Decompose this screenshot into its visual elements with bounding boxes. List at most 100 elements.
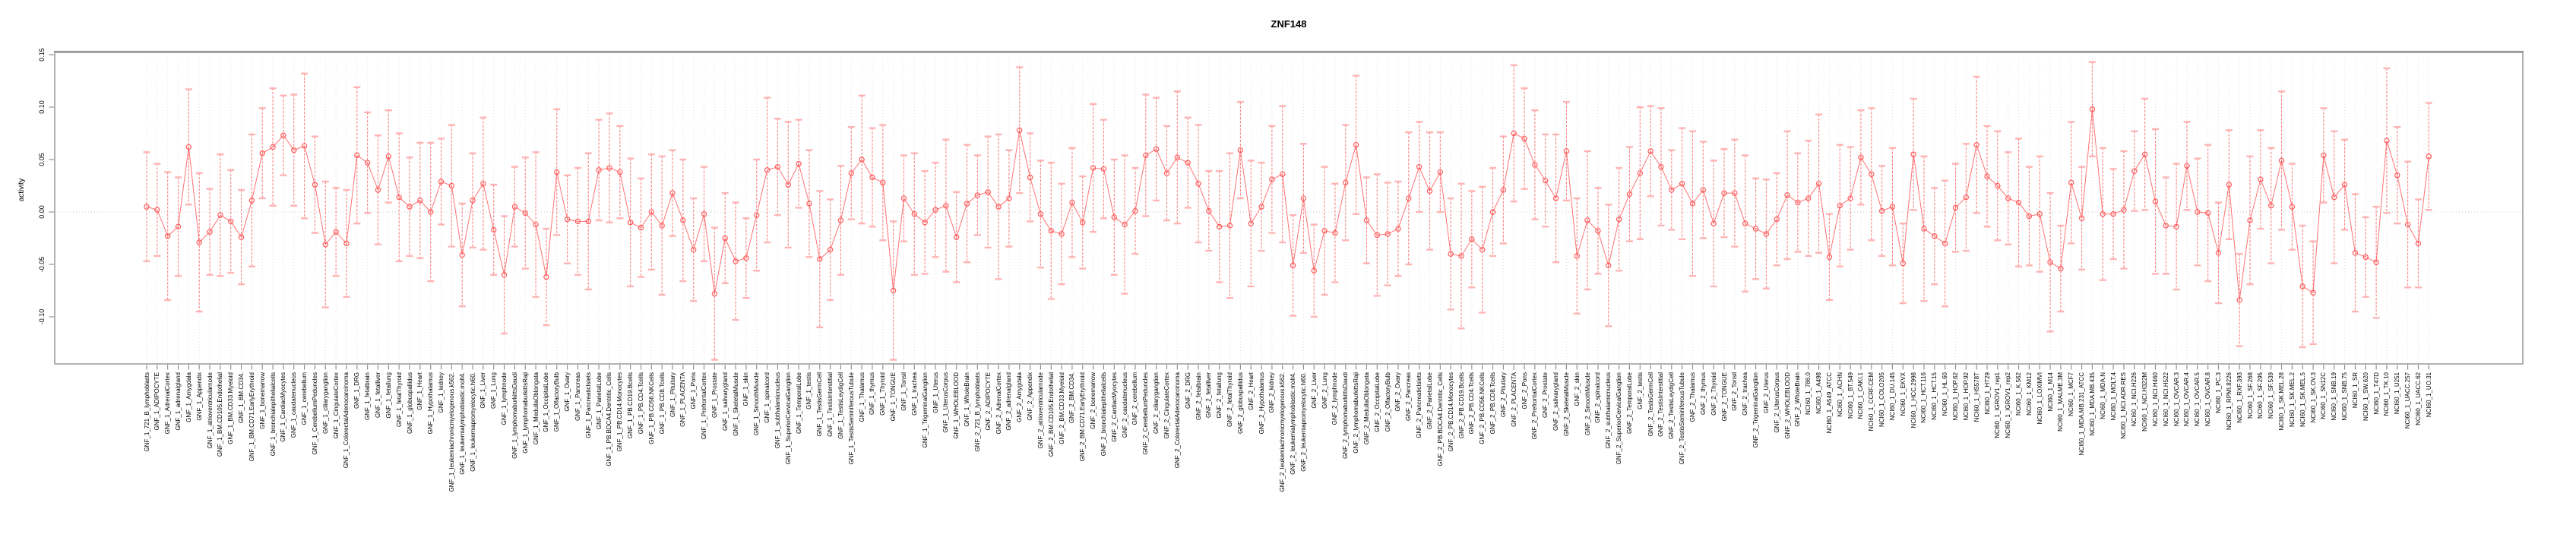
x-tick-label: GNF_2_PB.CD56.NKCells: [1479, 372, 1486, 444]
x-tick-label: GNF_2_caudatenucleus: [1121, 372, 1128, 438]
data-point: [627, 220, 634, 226]
data-point: [2215, 250, 2222, 256]
x-tick-label: GNF_2_PB.CD14.Monocytes: [1447, 372, 1454, 452]
data-point: [974, 192, 981, 198]
data-point: [1669, 187, 1675, 193]
x-tick-label: GNF_1_fetallung: [385, 372, 392, 419]
x-tick-label: NCI60_1_RPMI.8226: [2225, 372, 2233, 431]
x-tick-label: GNF_2_TestisSeminiferousTubule: [1679, 372, 1686, 465]
data-point: [2299, 283, 2305, 289]
x-tick-label: GNF_2_spinalcord: [1594, 372, 1602, 423]
data-point: [238, 234, 245, 240]
x-tick-label: GNF_1_PB.CD4.Tcells: [637, 372, 644, 435]
data-point: [407, 204, 413, 210]
data-point: [638, 225, 644, 231]
data-point: [1280, 171, 1286, 178]
x-tick-label: NCI60_1_U251: [2394, 372, 2401, 415]
x-tick-label: GNF_1_UterusCorpus: [942, 372, 950, 433]
x-tick-label: GNF_1_Thyroid: [879, 372, 887, 416]
data-point: [837, 217, 844, 223]
data-point: [1995, 182, 2001, 189]
data-point: [796, 160, 802, 167]
x-tick-label: GNF_1_SuperiorCervicalGanglion: [784, 372, 792, 465]
data-point: [438, 179, 445, 185]
data-point: [1563, 148, 1570, 154]
x-tick-label: GNF_2_Pons: [1521, 372, 1528, 409]
data-point: [1321, 228, 1328, 234]
data-point: [2278, 157, 2285, 164]
data-point: [1795, 199, 1801, 206]
x-tick-label: GNF_2_ParietalLobe: [1426, 372, 1433, 430]
data-point: [617, 169, 623, 175]
x-tick-label: GNF_2_kidney: [1268, 372, 1276, 413]
data-point: [543, 274, 549, 280]
x-tick-label: GNF_1_leukemialymphoblastic.molt4.: [458, 372, 466, 475]
data-point: [1521, 135, 1527, 142]
x-tick-label: NCI60_1_EKVX: [1899, 372, 1907, 416]
x-tick-label: GNF_1_Tonsil: [900, 372, 907, 411]
x-tick-label: GNF_2_SmoothMuscle: [1584, 372, 1591, 436]
x-tick-label: GNF_1_AdrenalCortex: [164, 372, 172, 435]
x-tick-label: NCI60_1_COLO205: [1878, 372, 1886, 428]
x-tick-label: GNF_1_leukemiachronicmyelogenous.k562.: [448, 372, 455, 492]
data-point: [2152, 198, 2159, 204]
x-tick-label: GNF_1_fetalliver: [374, 372, 381, 419]
data-point: [1532, 162, 1538, 168]
x-tick-label: GNF_2_ColorectalAdenocarcinoma: [1173, 372, 1181, 469]
x-tick-label: GNF_2_Liver: [1310, 372, 1318, 409]
data-point: [1469, 236, 1475, 242]
chart-title: ZNF148: [1271, 18, 1307, 30]
data-point: [743, 255, 749, 261]
data-point: [175, 223, 182, 230]
data-point: [1258, 204, 1264, 210]
x-tick-label: GNF_2_thymus: [1699, 372, 1707, 416]
data-point: [606, 165, 612, 171]
x-tick-label: GNF_2_BM.CD34.: [1068, 372, 1076, 424]
x-tick-label: GNF_2_lymphnode: [1331, 372, 1339, 425]
x-tick-label: GNF_1_kidney: [438, 372, 445, 413]
data-point: [207, 229, 213, 235]
series-line: [146, 109, 2429, 300]
x-tick-label: NCI60_1_HT29: [1983, 372, 1991, 415]
data-point: [1363, 217, 1370, 223]
x-tick-label: GNF_1_TestisSeminiferousTubule: [847, 372, 855, 465]
data-point: [2100, 211, 2106, 217]
data-point: [2121, 207, 2127, 213]
x-tick-label: GNF_1_testis: [805, 372, 813, 409]
x-tick-label: GNF_1_Pancreas: [574, 372, 581, 422]
x-tick-label: GNF_2_UterusCorpus: [1773, 372, 1780, 433]
data-point: [1973, 141, 1979, 148]
data-point: [1237, 147, 1244, 153]
data-point: [270, 144, 276, 150]
x-tick-label: GNF_1_globuspallidus: [406, 372, 413, 434]
data-point: [1774, 216, 1780, 223]
data-point: [144, 204, 150, 210]
x-tick-label: GNF_2_lymphomaburkittsDaudi: [1342, 372, 1350, 459]
x-tick-label: GNF_2_Ovary: [1394, 372, 1402, 412]
x-tick-label: GNF_1_WholeBrain: [964, 372, 971, 427]
x-tick-label: GNF_1_Ovary: [564, 372, 571, 412]
data-point: [2141, 151, 2148, 157]
x-tick-label: GNF_2_lymphomaburkittsRaji: [1353, 372, 1360, 454]
x-tick-label: GNF_1_Pons: [690, 372, 698, 409]
x-tick-label: GNF_1_lymphnode: [501, 372, 508, 425]
x-tick-label: GNF_2_Heart: [1247, 372, 1255, 410]
x-tick-label: NCI60_1_SK.MEL.28: [2278, 372, 2286, 431]
x-tick-label: NCI60_1_UO.31: [2425, 372, 2432, 418]
data-point: [2078, 215, 2085, 221]
data-point: [1921, 226, 1927, 232]
x-tick-label: GNF_2_PB.CD8.Tcells: [1489, 372, 1497, 435]
x-tick-label: NCI60_1_OVCAR.8: [2204, 372, 2212, 427]
data-point: [648, 209, 655, 215]
data-point: [1963, 194, 1970, 201]
x-tick-label: NCI60_1_HCT.15: [1931, 372, 1938, 420]
data-point: [248, 198, 255, 204]
x-tick-label: GNF_2_PB.BDCA4.Dentritic_Cells: [1436, 372, 1444, 466]
data-point: [859, 157, 865, 163]
x-tick-label: GNF_1_BM.CD34.: [238, 372, 245, 424]
data-point: [1300, 195, 1307, 201]
data-point: [733, 258, 739, 264]
x-tick-label: GNF_1_bonemarrow: [258, 372, 266, 429]
x-tick-label: GNF_1_PLACENTA: [679, 372, 687, 427]
